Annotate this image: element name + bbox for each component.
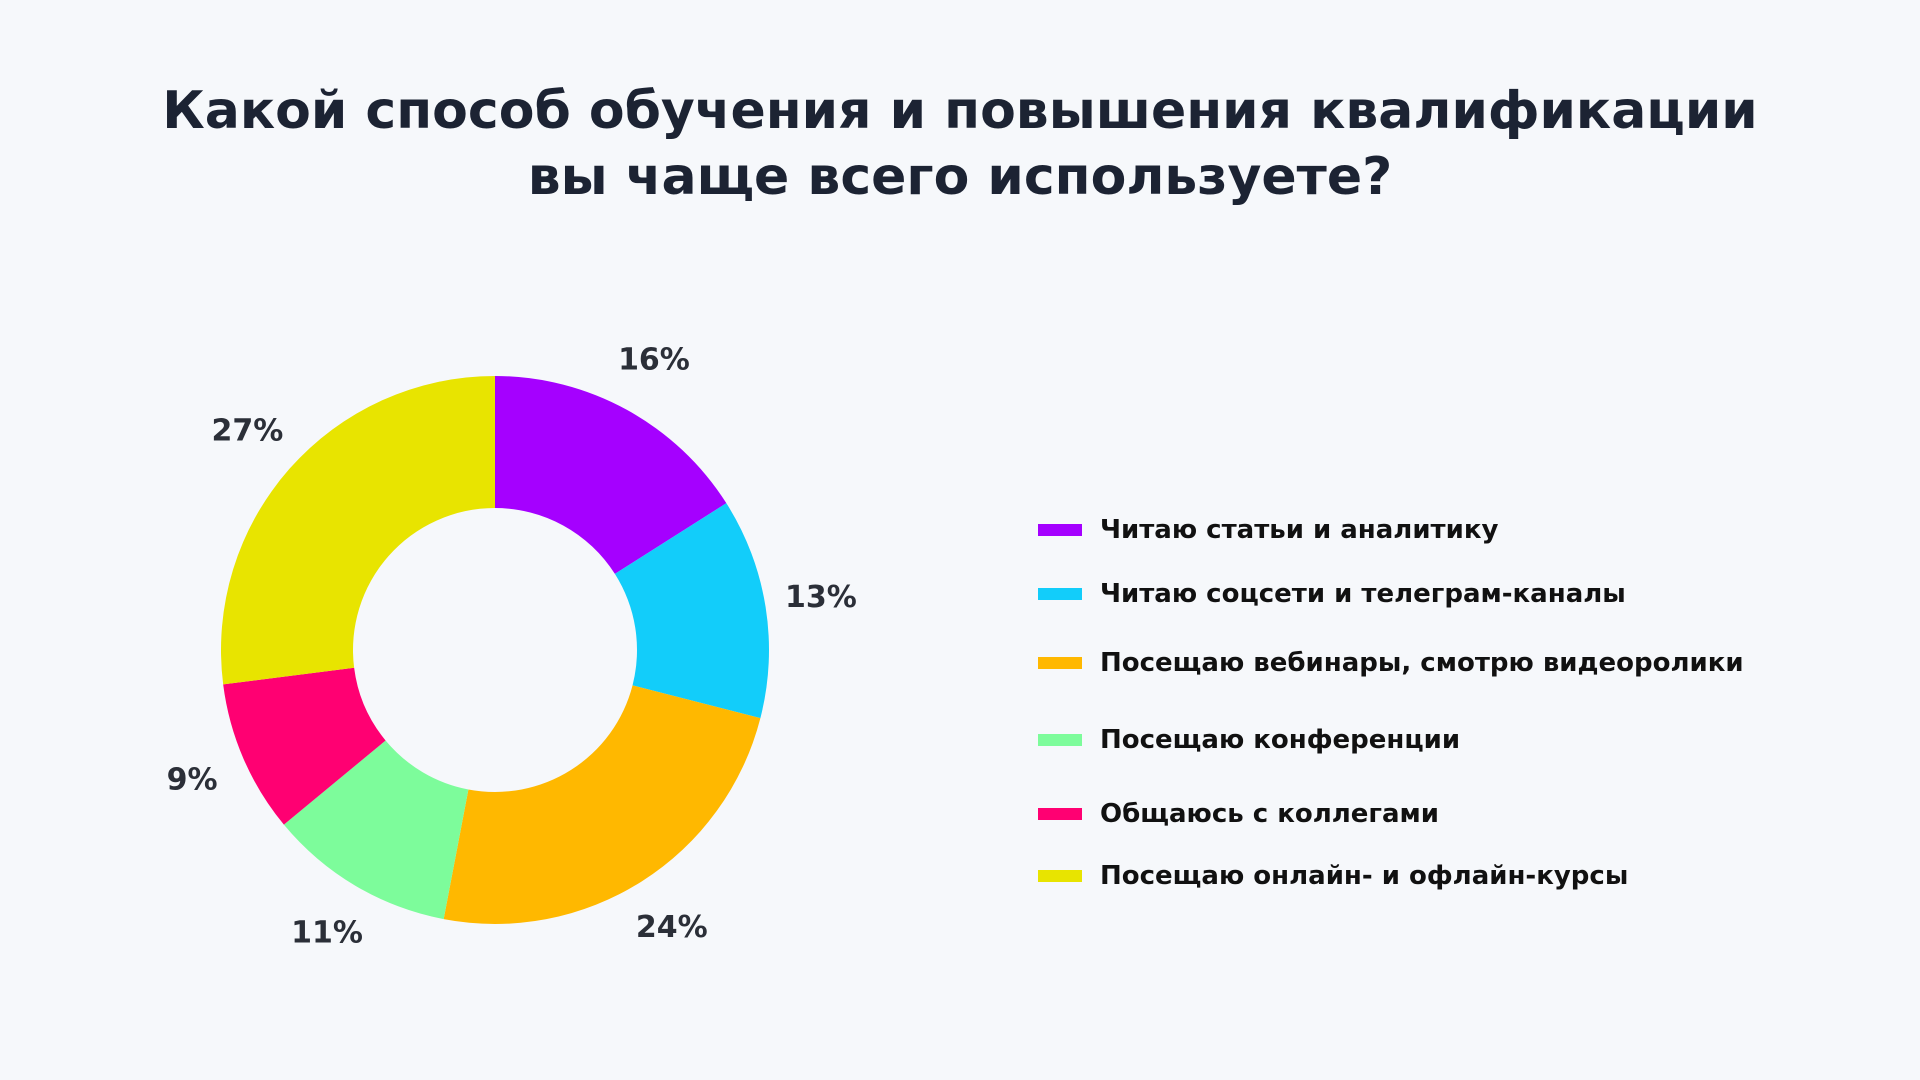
donut-slice-4 [283, 740, 469, 920]
slice-value-label-2: 13% [785, 580, 857, 615]
legend-label-5: Общаюсь с коллегами [1100, 799, 1440, 829]
slice-value-label-3: 24% [636, 910, 708, 945]
legend-item-3: Посещаю вебинары, смотрю видеоролики [1038, 643, 1744, 683]
legend-swatch-5 [1038, 808, 1082, 820]
legend-label-6: Посещаю онлайн- и офлайн-курсы [1100, 861, 1629, 891]
slice-value-label-4: 11% [291, 916, 363, 951]
slice-value-label-1: 16% [618, 342, 690, 377]
donut-slice-6 [220, 376, 495, 685]
donut-chart: 16% 13% 24% 11% 9% 27% [167, 342, 857, 951]
legend-label-2: Читаю соцсети и телеграм-каналы [1100, 579, 1626, 609]
legend-item-6: Посещаю онлайн- и офлайн-курсы [1038, 856, 1628, 896]
legend-swatch-6 [1038, 870, 1082, 882]
legend-swatch-3 [1038, 657, 1082, 669]
slice-value-label-5: 9% [167, 763, 218, 798]
chart-title-line-2: вы чаще всего используете? [527, 147, 1393, 207]
chart-title-line-1: Какой способ обучения и повышения квалиф… [162, 81, 1758, 141]
legend-swatch-4 [1038, 734, 1082, 746]
donut-slice-1 [495, 376, 727, 574]
legend-item-1: Читаю статьи и аналитику [1038, 510, 1498, 550]
donut-slice-3 [443, 685, 761, 925]
legend-swatch-2 [1038, 588, 1082, 600]
legend-item-4: Посещаю конференции [1038, 720, 1460, 760]
legend-swatch-1 [1038, 524, 1082, 536]
donut-slice-5 [223, 667, 386, 825]
legend-item-5: Общаюсь с коллегами [1038, 794, 1439, 834]
slice-value-label-6: 27% [212, 413, 284, 448]
donut-slice-2 [614, 503, 769, 719]
legend-item-2: Читаю соцсети и телеграм-каналы [1038, 574, 1626, 614]
legend-label-1: Читаю статьи и аналитику [1100, 515, 1499, 545]
chart-title: Какой способ обучения и повышения квалиф… [0, 78, 1920, 210]
legend-label-4: Посещаю конференции [1100, 725, 1461, 755]
legend-label-3: Посещаю вебинары, смотрю видеоролики [1100, 648, 1744, 678]
